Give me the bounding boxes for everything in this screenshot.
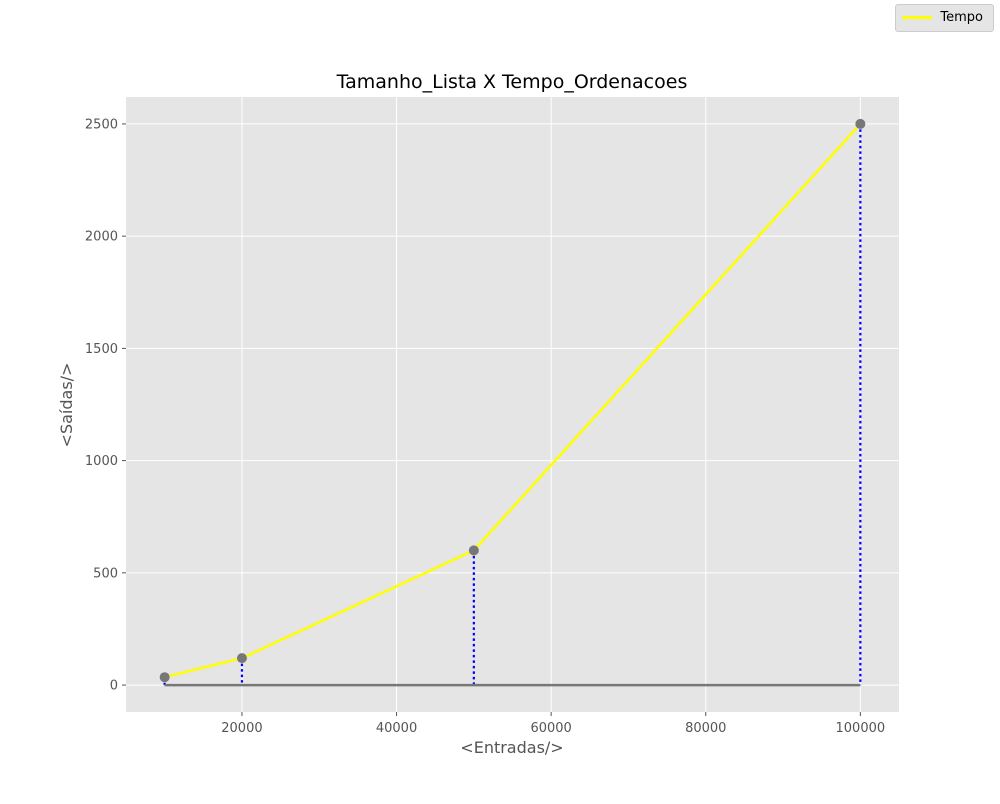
y-tick-label: 500	[93, 566, 118, 581]
y-axis-label: <Saídas/>	[57, 363, 76, 448]
data-point	[468, 545, 479, 556]
data-point	[159, 672, 170, 683]
y-tick-label: 0	[110, 679, 118, 694]
x-axis-label: <Entradas/>	[460, 738, 563, 757]
y-tick-label: 2500	[85, 117, 118, 132]
ticks: 20000 40000 60000 80000 100000 0 500 1000 1500 20…	[85, 117, 885, 736]
series-layer	[159, 118, 866, 683]
legend: Tempo	[895, 4, 994, 32]
x-tick-label: 40000	[376, 721, 417, 736]
grid	[126, 97, 899, 712]
x-tick-label: 80000	[685, 721, 726, 736]
series-line-tempo	[164, 123, 862, 679]
y-tick-label: 1500	[85, 342, 118, 357]
stems	[163, 123, 862, 687]
x-tick-label: 20000	[221, 721, 262, 736]
data-point	[236, 653, 247, 664]
legend-swatch-tempo	[902, 16, 933, 19]
plot-area	[126, 97, 899, 712]
x-tick-label: 60000	[530, 721, 571, 736]
data-point	[855, 118, 866, 129]
legend-label-tempo: Tempo	[940, 10, 983, 25]
y-tick-label: 1000	[85, 454, 118, 469]
x-tick-label: 100000	[836, 721, 886, 736]
y-tick-label: 2000	[85, 230, 118, 245]
chart-title: Tamanho_Lista X Tempo_Ordenacoes	[336, 71, 688, 93]
